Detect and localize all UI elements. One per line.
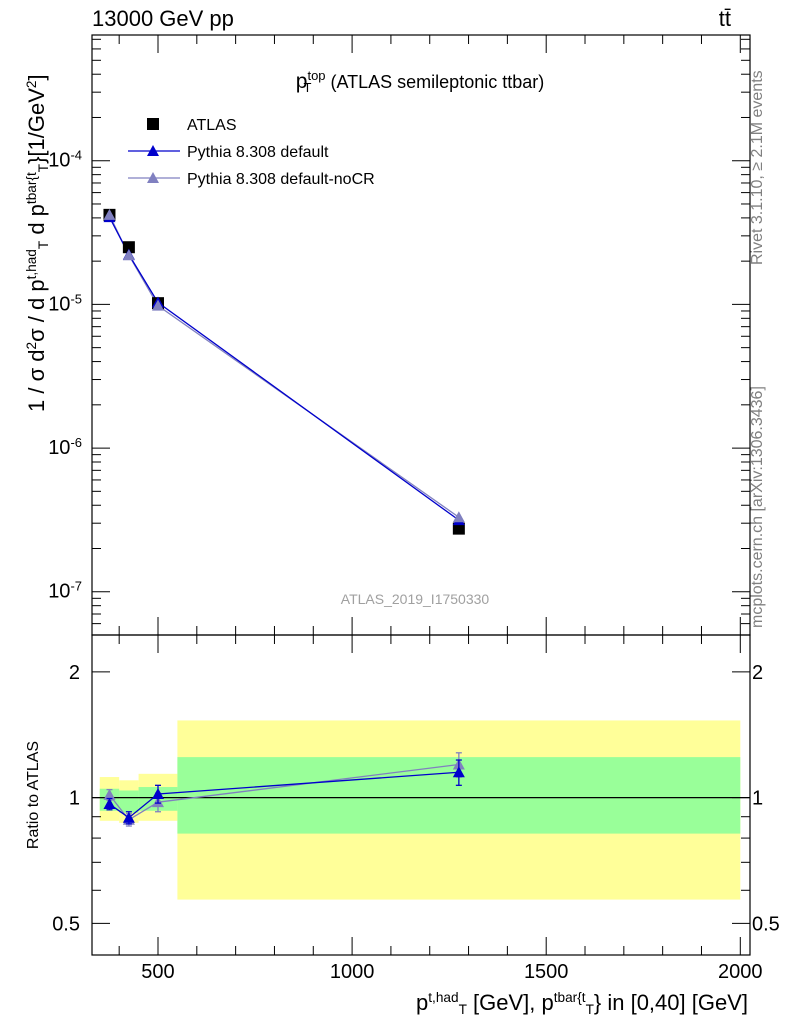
mc-point — [151, 299, 164, 311]
y-tick-exponent: -4 — [70, 148, 82, 163]
header-left-label: 13000 GeV pp — [92, 6, 234, 31]
ratio-point — [103, 788, 116, 800]
ratio-point — [103, 798, 116, 810]
series-line — [108, 216, 460, 521]
ratio-y-tick-label-left: 0.5 — [52, 913, 80, 935]
x-tick-label: 2000 — [718, 961, 763, 983]
ratio-y-tick-label-left: 1 — [69, 788, 80, 810]
mc-point — [122, 249, 135, 261]
y-tick-label: 10-6 — [48, 435, 82, 459]
legend-label: Pythia 8.308 default-noCR — [187, 171, 375, 188]
y-axis-label-part: ] — [24, 74, 49, 80]
ratio-panel: 0.5 0.5 1 1 2 2 500 1000 1500 2000 Ratio to ATLAS p… — [25, 634, 780, 1017]
uncertainty-band-inner — [119, 790, 139, 813]
series-line — [108, 214, 460, 518]
legend-marker-atlas — [147, 118, 159, 130]
x-axis-label-part: T — [586, 1002, 595, 1017]
mc-point — [103, 208, 116, 220]
x-axis-label-part: T — [459, 1002, 468, 1017]
y-axis-label-part: d p — [24, 204, 49, 241]
x-axis-label-part: p — [416, 990, 428, 1015]
y-tick-base: 10 — [48, 581, 70, 603]
y-tick-exponent: -6 — [70, 435, 82, 450]
ratio-series-line — [109, 771, 459, 819]
ratio-y-tick-label-right: 0.5 — [752, 913, 780, 935]
ratio-point — [452, 766, 465, 778]
y-axis-label: 1 / σ d2σ / d pt,hadT d ptbar{tT}[1/GeV2… — [24, 74, 51, 412]
legend-label: ATLAS — [187, 117, 237, 134]
watermark: ATLAS_2019_I1750330 — [341, 591, 490, 607]
chart-title-sup: top — [307, 68, 325, 83]
chart-title-main: p — [296, 70, 308, 93]
y-tick-base: 10 — [48, 437, 70, 459]
x-axis-label-part: } in [0,40] [GeV] — [594, 990, 748, 1015]
y-tick-base: 10 — [48, 293, 70, 315]
ratio-y-tick-label-right: 1 — [752, 788, 763, 810]
header-right-label: tt̄ — [719, 6, 731, 31]
ratio-point — [122, 811, 135, 823]
atlas-point — [122, 241, 135, 254]
ratio-y-tick-label-left: 2 — [69, 662, 80, 684]
x-axis-label-part: tbar{t — [554, 990, 586, 1005]
y-tick-label: 10-4 — [48, 148, 82, 172]
y-axis-label-part: tbar{t — [24, 172, 39, 204]
x-tick-label: 1000 — [330, 961, 375, 983]
chart-title-rest: (ATLAS semileptonic ttbar) — [325, 72, 544, 92]
chart-title: ptop T (ATLAS semileptonic ttbar) — [296, 68, 544, 95]
x-tick-label: 1500 — [524, 961, 569, 983]
mcplots-label: mcplots.cern.ch [arXiv:1306.3436] — [749, 386, 766, 628]
rivet-label: Rivet 3.1.10, ≥ 2.1M events — [749, 70, 766, 265]
y-axis-label-part: }[1/GeV — [24, 88, 49, 164]
ratio-point — [151, 788, 164, 800]
y-tick-label: 10-7 — [48, 579, 82, 603]
legend-marker-triangle — [147, 172, 159, 183]
mc-point — [452, 511, 465, 523]
y-tick-base: 10 — [48, 150, 70, 172]
y-tick-label: 10-5 — [48, 291, 82, 315]
y-axis-label-part: σ / d p — [24, 279, 49, 342]
ratio-y-axis-label: Ratio to ATLAS — [25, 741, 42, 849]
y-tick-exponent: -7 — [70, 579, 82, 594]
y-axis-label-part: T — [36, 163, 51, 172]
atlas-point — [452, 522, 465, 535]
ratio-frame — [91, 634, 751, 956]
legend-marker-triangle — [147, 145, 159, 156]
y-axis-label-part: t,had — [24, 249, 39, 279]
x-axis-label: pt,hadT [GeV], ptbar{tT} in [0,40] [GeV] — [416, 990, 748, 1017]
legend-label: Pythia 8.308 default — [187, 144, 329, 161]
x-axis-label-part: t,had — [428, 990, 458, 1005]
y-axis-label-part: T — [36, 240, 51, 249]
y-tick-exponent: -5 — [70, 291, 82, 306]
x-axis-label-part: [GeV], p — [467, 990, 554, 1015]
y-axis-label-part: 2 — [24, 342, 39, 350]
y-axis-label-part: 1 / σ d — [24, 350, 49, 413]
chart-title-sub: T — [304, 80, 312, 95]
y-axis-label-part: 2 — [24, 81, 39, 89]
x-tick-label: 500 — [141, 961, 174, 983]
ratio-y-tick-label-right: 2 — [752, 662, 763, 684]
